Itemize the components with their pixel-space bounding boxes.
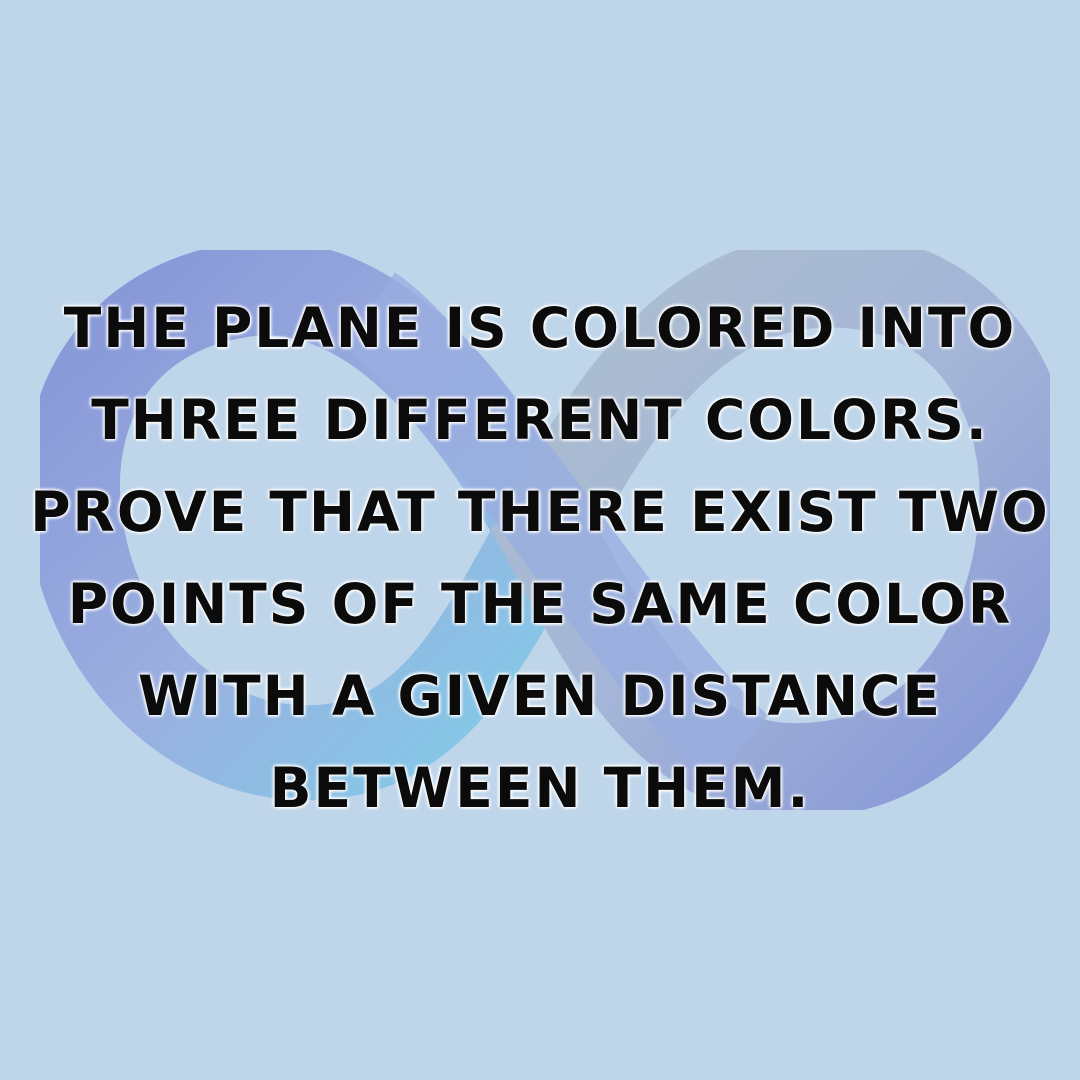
statement-line: The plane is colored into bbox=[63, 296, 1017, 360]
statement-line: three different colors. bbox=[91, 388, 989, 452]
infinity-icon bbox=[40, 250, 1050, 810]
statement-line: between them. bbox=[269, 756, 811, 820]
problem-statement: The plane is colored into three differen… bbox=[0, 282, 1080, 834]
statement-line: points of the same color bbox=[67, 572, 1013, 636]
statement-line: with a given distance bbox=[138, 664, 942, 728]
statement-line: Prove that there exist two bbox=[30, 480, 1050, 544]
